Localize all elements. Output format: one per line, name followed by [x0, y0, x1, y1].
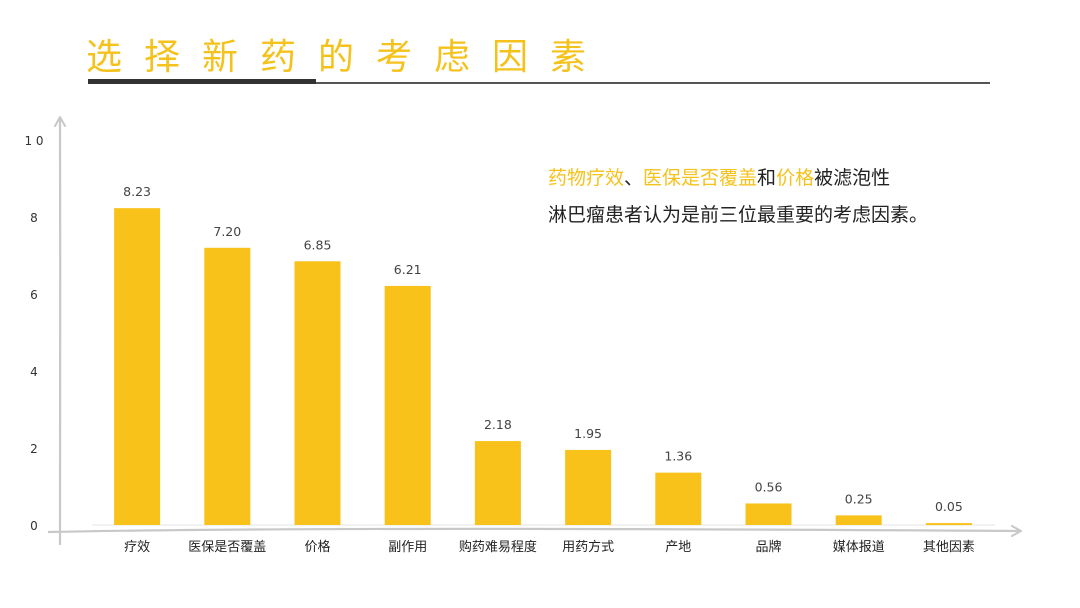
- annotation-segment: 价格: [776, 167, 815, 189]
- annotation-segment: 和: [757, 167, 777, 189]
- value-label: 1.36: [664, 449, 692, 464]
- annotation-line-2: 淋巴瘤患者认为是前三位最重要的考虑因素。: [548, 204, 929, 226]
- value-label: 0.05: [935, 499, 963, 514]
- y-tick-label: 1 0: [24, 134, 43, 148]
- x-tick-label: 产地: [665, 540, 691, 555]
- value-label: 2.18: [484, 417, 512, 432]
- bar: [384, 285, 431, 525]
- x-tick-label: 医保是否覆盖: [188, 540, 266, 555]
- bar: [745, 503, 792, 525]
- x-tick-label: 购药难易程度: [459, 539, 537, 555]
- y-tick-label: 2: [30, 442, 38, 456]
- value-label: 0.25: [845, 491, 873, 506]
- y-tick-label: 6: [30, 288, 38, 302]
- x-tick-label: 疗效: [124, 540, 150, 555]
- title-underline-accent: [88, 79, 316, 84]
- x-axis-line: [47, 524, 1022, 537]
- bar: [565, 449, 612, 525]
- page-title: 选择新药的考虑因素: [86, 37, 609, 78]
- annotation: 药物疗效、医保是否覆盖和价格被滤泡性 淋巴瘤患者认为是前三位最重要的考虑因素。: [548, 160, 928, 234]
- x-tick-label: 价格: [304, 539, 330, 555]
- bar: [294, 261, 341, 525]
- value-label: 6.21: [394, 262, 422, 277]
- value-label: 7.20: [213, 224, 241, 239]
- x-tick-label: 其他因素: [923, 540, 975, 555]
- value-label: 1.95: [574, 426, 602, 441]
- x-tick-label: 媒体报道: [833, 540, 885, 555]
- bar: [114, 208, 161, 525]
- y-axis-line: [54, 116, 67, 546]
- annotation-segment: 医保是否覆盖: [643, 167, 758, 189]
- value-label: 0.56: [755, 479, 783, 494]
- bar: [204, 247, 251, 526]
- value-label: 8.23: [123, 184, 151, 199]
- annotation-line-1: 药物疗效、医保是否覆盖和价格被滤泡性: [548, 167, 890, 189]
- value-label: 6.85: [304, 237, 332, 252]
- y-tick-label: 0: [30, 519, 38, 533]
- y-tick-label: 4: [30, 365, 38, 379]
- bar: [474, 441, 521, 525]
- title-underline: [88, 82, 990, 84]
- x-tick-label: 品牌: [755, 539, 781, 555]
- x-tick-label: 用药方式: [562, 539, 614, 555]
- bar: [925, 523, 972, 526]
- annotation-segment: 、: [624, 167, 644, 189]
- annotation-segment: 药物疗效: [548, 167, 625, 189]
- x-tick-label: 副作用: [388, 540, 427, 555]
- y-tick-label: 8: [30, 211, 38, 225]
- bar: [835, 515, 882, 525]
- annotation-segment: 被滤泡性: [814, 167, 891, 189]
- bar: [655, 472, 702, 525]
